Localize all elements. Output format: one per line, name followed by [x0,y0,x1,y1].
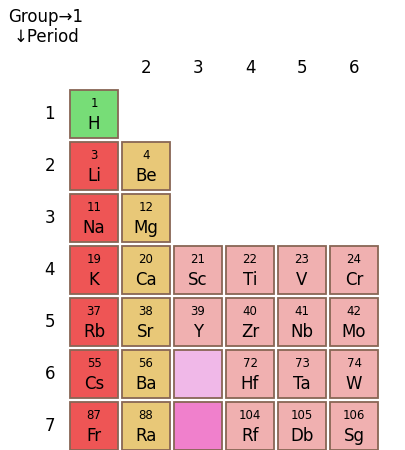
Text: 4: 4 [45,261,55,279]
Text: Ti: Ti [242,271,256,289]
Text: V: V [296,271,307,289]
Text: K: K [88,271,99,289]
Text: Rf: Rf [241,428,258,446]
Text: H: H [87,115,100,133]
Text: 56: 56 [138,357,153,370]
FancyBboxPatch shape [329,402,377,450]
FancyBboxPatch shape [226,246,273,294]
FancyBboxPatch shape [122,246,170,294]
Text: 4: 4 [244,59,255,77]
Text: Ra: Ra [135,428,156,446]
Text: 11: 11 [86,201,101,214]
Text: Fr: Fr [86,428,101,446]
FancyBboxPatch shape [70,350,118,398]
Text: Db: Db [290,428,313,446]
Text: ↓Period: ↓Period [14,28,79,46]
Text: 24: 24 [345,253,360,266]
Text: 104: 104 [238,409,260,422]
Text: 1: 1 [90,97,98,110]
Text: 20: 20 [138,253,153,266]
FancyBboxPatch shape [122,402,170,450]
FancyBboxPatch shape [70,194,118,242]
Text: 3: 3 [90,149,98,162]
Text: 72: 72 [242,357,257,370]
Text: Ca: Ca [135,271,156,289]
Text: 19: 19 [86,253,101,266]
FancyBboxPatch shape [329,298,377,346]
Text: 73: 73 [294,357,309,370]
Text: Rb: Rb [83,324,105,342]
FancyBboxPatch shape [174,350,222,398]
FancyBboxPatch shape [122,350,170,398]
FancyBboxPatch shape [329,350,377,398]
Text: Li: Li [87,167,101,185]
Text: Ba: Ba [135,375,156,393]
Text: W: W [345,375,361,393]
FancyBboxPatch shape [277,350,325,398]
Text: 3: 3 [44,209,55,227]
Text: 23: 23 [294,253,309,266]
Text: Sg: Sg [343,428,364,446]
Text: Sc: Sc [188,271,207,289]
Text: 2: 2 [141,59,151,77]
Text: Y: Y [192,324,202,342]
Text: 1: 1 [44,105,55,123]
Text: Be: Be [135,167,156,185]
Text: 3: 3 [192,59,203,77]
Text: 105: 105 [290,409,312,422]
Text: Zr: Zr [240,324,258,342]
Text: 74: 74 [345,357,360,370]
FancyBboxPatch shape [329,246,377,294]
FancyBboxPatch shape [277,402,325,450]
FancyBboxPatch shape [70,90,118,138]
Text: Sr: Sr [137,324,154,342]
Text: 40: 40 [242,305,257,318]
Text: 106: 106 [342,409,364,422]
Text: 7: 7 [45,417,55,435]
FancyBboxPatch shape [226,350,273,398]
FancyBboxPatch shape [70,298,118,346]
Text: Group→1: Group→1 [8,8,83,26]
Text: 42: 42 [345,305,360,318]
Text: 4: 4 [142,149,149,162]
Text: 88: 88 [138,409,153,422]
Text: 21: 21 [190,253,205,266]
Text: 39: 39 [190,305,205,318]
FancyBboxPatch shape [70,246,118,294]
Text: 41: 41 [294,305,309,318]
Text: 38: 38 [138,305,153,318]
FancyBboxPatch shape [122,194,170,242]
Text: 37: 37 [86,305,101,318]
FancyBboxPatch shape [70,142,118,190]
Text: Ta: Ta [292,375,310,393]
Text: 22: 22 [242,253,257,266]
FancyBboxPatch shape [226,402,273,450]
FancyBboxPatch shape [70,402,118,450]
FancyBboxPatch shape [277,298,325,346]
Text: Hf: Hf [240,375,258,393]
Text: Mg: Mg [133,220,158,238]
FancyBboxPatch shape [277,246,325,294]
FancyBboxPatch shape [174,402,222,450]
Text: Cs: Cs [84,375,104,393]
Text: Mo: Mo [341,324,365,342]
FancyBboxPatch shape [174,298,222,346]
FancyBboxPatch shape [226,298,273,346]
Text: 6: 6 [45,365,55,383]
Text: Cr: Cr [344,271,362,289]
FancyBboxPatch shape [122,142,170,190]
FancyBboxPatch shape [174,246,222,294]
Text: 6: 6 [348,59,358,77]
Text: 55: 55 [86,357,101,370]
Text: 5: 5 [45,313,55,331]
Text: 87: 87 [86,409,101,422]
FancyBboxPatch shape [122,298,170,346]
Text: 5: 5 [296,59,307,77]
Text: Na: Na [83,220,105,238]
Text: 2: 2 [44,157,55,175]
Text: 12: 12 [138,201,153,214]
Text: Nb: Nb [290,324,313,342]
